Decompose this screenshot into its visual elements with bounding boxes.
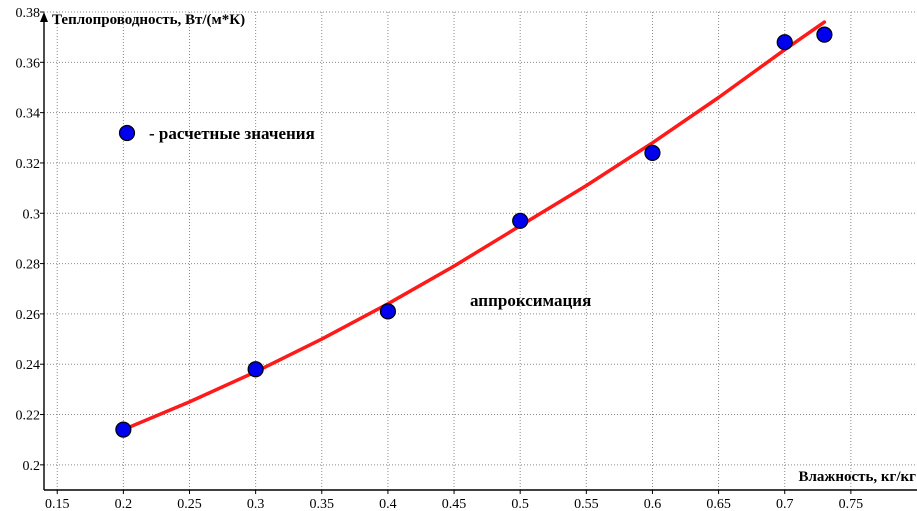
curve-label: аппроксимация xyxy=(470,291,591,310)
y-tick-label: 0.22 xyxy=(16,409,41,424)
data-point xyxy=(379,303,397,320)
data-point xyxy=(816,26,833,43)
x-tick-label: 0.7 xyxy=(776,497,794,511)
y-tick-label: 0.28 xyxy=(16,258,41,273)
legend-marker xyxy=(118,124,136,142)
tick-labels: 0.15 0.2 0.25 0.3 0.35 0.4 0.45 0.5 0.55 0.6 0.65 0… xyxy=(16,6,864,511)
x-tick-label: 0.4 xyxy=(379,497,397,511)
data-point xyxy=(644,144,661,161)
x-tick-label: 0.2 xyxy=(115,497,133,511)
series xyxy=(115,20,833,438)
data-point xyxy=(115,421,132,438)
x-tick-label: 0.3 xyxy=(247,497,265,511)
x-tick-label: 0.55 xyxy=(574,497,599,511)
y-axis-title: Теплопроводность, Вт/(м*К) xyxy=(52,12,245,28)
x-tick-label: 0.15 xyxy=(45,497,70,511)
y-tick-label: 0.32 xyxy=(16,157,41,172)
x-tick-label: 0.45 xyxy=(442,497,467,511)
data-point xyxy=(512,212,529,229)
x-tick-label: 0.5 xyxy=(511,497,529,511)
y-tick-label: 0.3 xyxy=(23,207,41,222)
x-axis-title: Влажность, кг/кг xyxy=(799,469,917,485)
y-tick-label: 0.26 xyxy=(16,308,41,323)
y-tick-label: 0.24 xyxy=(16,358,41,373)
y-tick-label: 0.2 xyxy=(23,459,41,474)
data-point xyxy=(776,34,793,51)
x-tick-label: 0.6 xyxy=(644,497,662,511)
x-tick-label: 0.25 xyxy=(177,497,202,511)
data-point xyxy=(247,361,264,378)
y-tick-label: 0.36 xyxy=(16,56,41,71)
y-axis-arrow-icon xyxy=(40,12,48,22)
approximation-curve xyxy=(121,20,827,432)
x-tick-label: 0.65 xyxy=(706,497,731,511)
legend-text: - расчетные значения xyxy=(149,124,315,143)
y-tick-label: 0.34 xyxy=(16,107,41,122)
y-tick-label: 0.38 xyxy=(16,6,41,21)
x-tick-label: 0.75 xyxy=(839,497,864,511)
x-tick-label: 0.35 xyxy=(310,497,335,511)
